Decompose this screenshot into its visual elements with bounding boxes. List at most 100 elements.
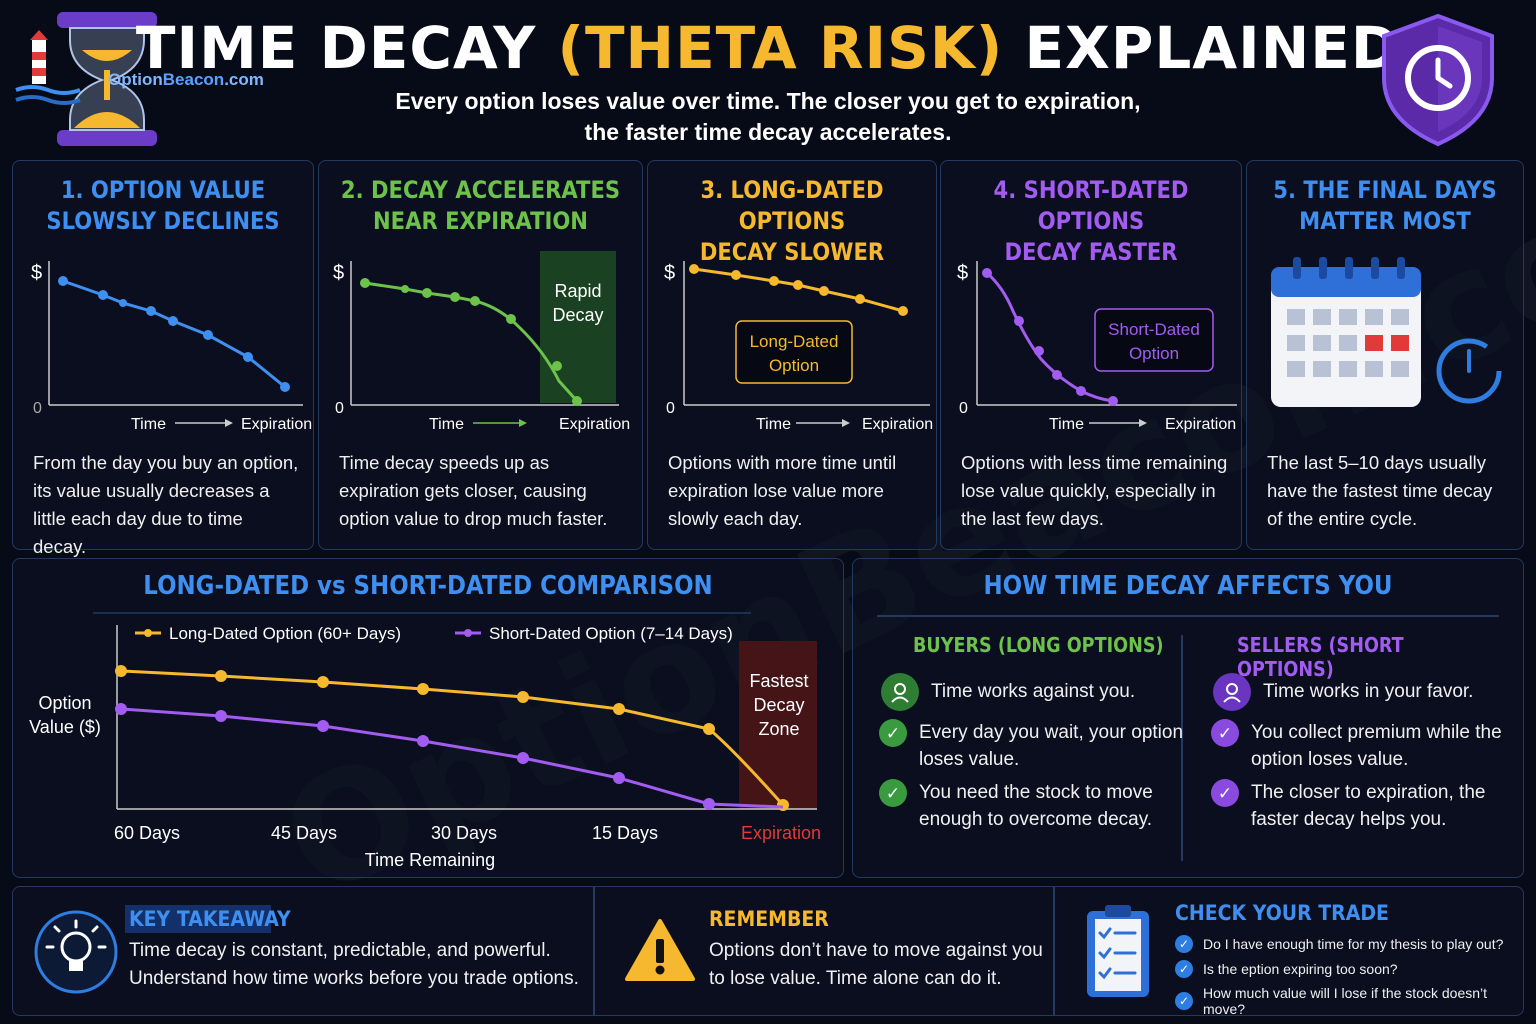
page-title: TIME DECAY (THETA RISK) EXPLAINED [135,14,1401,82]
svg-text:Option: Option [769,356,819,375]
fastest-decay-zone [739,641,817,809]
panel-title: 3. LONG-DATED OPTIONS DECAY SLOWER [699,176,885,266]
comparison-title: LONG-DATED vs SHORT-DATED COMPARISON [143,571,713,601]
panel-title: 4. SHORT-DATED OPTIONS DECAY FASTER [993,176,1189,266]
check-icon: ✓ [1175,935,1193,953]
svg-text:Expiration: Expiration [559,416,630,433]
sellers-item-2: ✓ The closer to expiration, the faster de… [1211,779,1485,833]
short-dated-mini-chart: $ 0 Short-Dated Option Time Expiration [957,261,1237,433]
svg-text:$: $ [957,262,968,284]
check-icon: ✓ [1175,960,1193,978]
value-decline-mini-chart: $ 0 Time Expiration [31,261,312,433]
buyers-title: BUYERS (LONG OPTIONS) [913,633,1164,657]
svg-text:Expiration: Expiration [862,416,933,433]
svg-text:Long-Dated: Long-Dated [750,332,839,351]
svg-text:Value ($): Value ($) [29,717,101,737]
key-takeaway-title: KEY TAKEAWAY [129,907,291,931]
panel-title: 2. DECAY ACCELERATES NEAR EXPIRATION [340,176,621,235]
svg-text:$: $ [333,262,344,284]
check-icon: ✓ [1175,992,1193,1010]
check-icon: ✓ [879,779,907,807]
check-icon: ✓ [1211,779,1239,807]
panel-description: Time decay speeds up as expiration gets … [339,452,608,529]
page-subtitle: Every option loses value over time. The … [395,88,1141,145]
check-item: ✓ How much value will I lose if the stock… [1175,985,1523,1017]
panel-description: Options with less time remaining lose va… [961,452,1228,529]
timer-icon [1436,338,1502,404]
panel-title: 5. THE FINAL DAYS MATTER MOST [1273,176,1497,235]
svg-text:0: 0 [335,400,344,417]
buyers-item-2: ✓ You need the stock to move enough to ov… [879,779,1153,833]
panel-description: Options with more time until expiration … [668,452,897,529]
buyers-lead: Time works against you. [881,673,1135,711]
person-icon [881,673,919,711]
comparison-panel: LONG-DATED vs SHORT-DATED COMPARISON Fas… [12,558,844,878]
clipboard-checklist-icon [1087,905,1149,997]
svg-text:Option: Option [1129,344,1179,363]
panel-long-dated-slower: 3. LONG-DATED OPTIONS DECAY SLOWER $ 0 Lo… [647,160,937,550]
lightbulb-icon [34,910,118,994]
sellers-lead: Time works in your favor. [1213,673,1473,711]
tick-label: 30 Days [431,823,497,843]
tick-label: 45 Days [271,823,337,843]
legend-short-dated: Short-Dated Option (7–14 Days) [489,624,733,643]
panel-title: 1. OPTION VALUE SLOWSLY DECLINES [46,176,280,235]
accelerating-decay-mini-chart: Rapid Decay $ 0 Time Expiration [333,251,630,433]
person-icon [1213,673,1251,711]
rapid-decay-zone [540,251,616,403]
bottom-bar: KEY TAKEAWAY Time decay is constant, pre… [12,886,1524,1017]
svg-text:Zone: Zone [758,719,799,739]
check-item: ✓ Do I have enough time for my thesis to … [1175,935,1503,953]
long-dated-series-line [120,669,785,806]
tick-label-expiration: Expiration [741,823,821,843]
check-trade-title: CHECK YOUR TRADE [1175,901,1389,925]
option-beacon-logo: OptionBeacon.com [12,10,264,150]
long-dated-points [115,665,789,811]
svg-text:Rapid: Rapid [554,281,601,301]
remember-title: REMEMBER [709,907,829,931]
remember-text: Options don’t have to move against you to… [709,940,1043,989]
tick-label: 15 Days [592,823,658,843]
svg-text:0: 0 [959,400,968,417]
x-axis-end-label: Expiration [241,416,312,433]
effects-title: HOW TIME DECAY AFFECTS YOU [983,571,1393,601]
svg-text:$: $ [664,262,675,284]
x-axis-label: Time Remaining [365,850,495,870]
panel-option-value-declines: 1. OPTION VALUE SLOWSLY DECLINES $ 0 Time… [12,160,314,557]
check-icon: ✓ [1211,719,1239,747]
short-dated-points [115,703,715,810]
short-dated-series-line [120,707,784,809]
warning-icon [625,919,695,981]
panel-description: The last 5–10 days usually have the fast… [1267,452,1493,529]
legend-long-dated: Long-Dated Option (60+ Days) [169,624,401,643]
logo-text: OptionBeacon.com [108,70,264,89]
x-axis-label: Time [131,416,166,433]
svg-text:Decay: Decay [552,305,603,325]
svg-text:Expiration: Expiration [1165,416,1236,433]
svg-text:Time: Time [756,416,791,433]
svg-text:Option: Option [38,693,91,713]
panel-description: From the day you buy an option, its valu… [33,452,299,557]
comparison-chart: Fastest Decay Zone Option Value ($) Long… [29,612,821,870]
check-item: ✓ Is the eption expiring too soon? [1175,960,1398,978]
svg-text:Time: Time [429,416,464,433]
panel-short-dated-faster: 4. SHORT-DATED OPTIONS DECAY FASTER $ 0 S… [940,160,1242,550]
tick-label: 60 Days [114,823,180,843]
hourglass-lighthouse-icon [15,12,157,146]
effects-panel: HOW TIME DECAY AFFECTS YOU BUYERS (LONG … [852,558,1524,878]
check-icon: ✓ [879,719,907,747]
svg-text:Decay: Decay [753,695,804,715]
shield-clock-icon [1382,13,1494,147]
long-dated-mini-chart: $ 0 Long-Dated Option Time Expiration [664,261,933,433]
zero-label: 0 [33,400,42,417]
panel-final-days: 5. THE FINAL DAYS MATTER MOST The last 5–… [1246,160,1524,550]
svg-text:Fastest: Fastest [749,671,808,691]
buyers-item-1: ✓ Every day you wait, your option loses v… [879,719,1183,773]
sellers-item-1: ✓ You collect premium while the option lo… [1211,719,1502,773]
panel-decay-accelerates: 2. DECAY ACCELERATES NEAR EXPIRATION Rapi… [318,160,643,550]
short-dated-option-label-box [1094,308,1214,372]
svg-text:Time: Time [1049,416,1084,433]
y-axis-label: $ [31,262,42,284]
svg-text:Short-Dated: Short-Dated [1108,320,1200,339]
key-takeaway-text: Time decay is constant, predictable, and… [129,940,579,989]
